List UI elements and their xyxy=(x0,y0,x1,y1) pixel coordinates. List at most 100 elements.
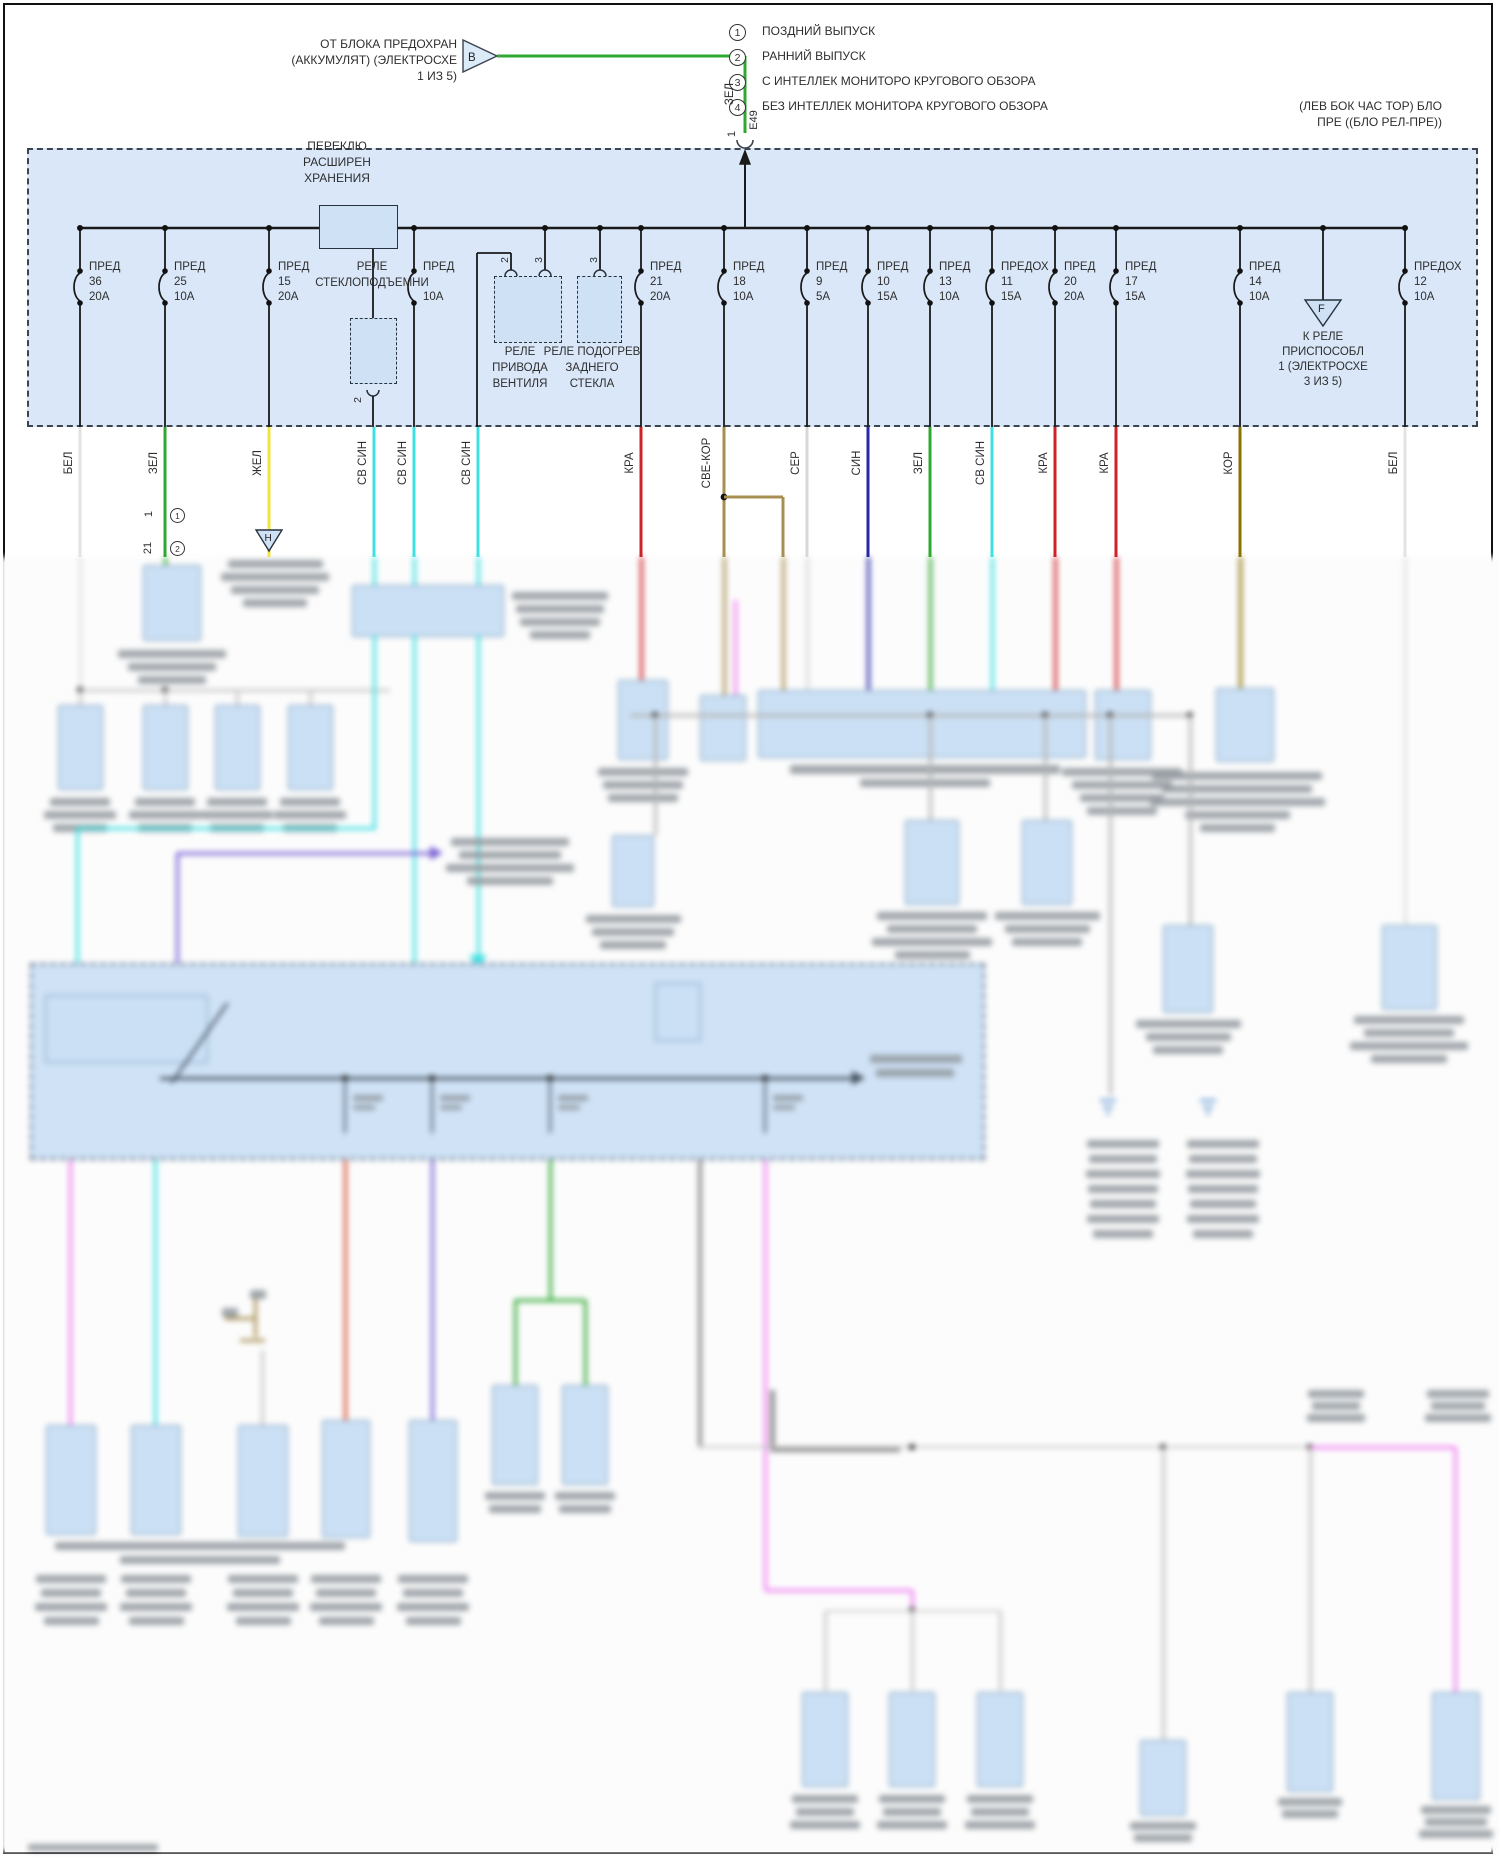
caption-text-bar xyxy=(489,1505,541,1513)
storage-switch-label: ХРАНЕНИЯ xyxy=(304,171,370,185)
caption-text-bar xyxy=(138,676,206,684)
connector-box xyxy=(1163,925,1213,1013)
wire-color-label: СЕР xyxy=(790,451,802,475)
fuse-name: ПРЕД xyxy=(1249,261,1281,273)
caption-text-bar xyxy=(440,1105,462,1110)
fuse-number: 36 xyxy=(89,276,102,288)
caption-text-bar xyxy=(310,1603,382,1611)
caption-text-bar xyxy=(1062,768,1182,776)
bus-tap-dot xyxy=(1402,225,1408,231)
caption-text-bar xyxy=(558,1095,588,1101)
caption-text-bar xyxy=(129,811,201,819)
wire-color-label: СВ СИН xyxy=(461,440,473,486)
fuse-amperage: 10А xyxy=(733,291,754,303)
caption-text-bar xyxy=(1087,1140,1159,1148)
connector-box xyxy=(58,705,103,790)
junction-dot xyxy=(547,1075,553,1081)
wire-color-label: КОР xyxy=(1223,451,1235,475)
relay-pin-number: 3 xyxy=(587,257,600,263)
caption-text-bar xyxy=(790,1821,860,1829)
caption-text-bar xyxy=(1190,1200,1256,1208)
connector-box xyxy=(322,1420,370,1538)
fuse-name: ПРЕД xyxy=(89,261,121,273)
fuse-terminal-dot xyxy=(927,268,933,274)
caption-text-bar xyxy=(870,1055,962,1063)
wire-segment xyxy=(253,1295,257,1337)
caption-text-bar xyxy=(233,1589,293,1597)
fuse-amperage: 10А xyxy=(939,291,960,303)
fuse-element xyxy=(717,272,725,302)
caption-text-bar xyxy=(555,1492,615,1500)
caption-text-bar xyxy=(1152,772,1322,780)
fuse-element xyxy=(800,272,808,302)
caption-text-bar xyxy=(1427,1390,1489,1398)
fuse-name: ПРЕД xyxy=(278,261,310,273)
wire-segment xyxy=(805,557,809,690)
wire-segment xyxy=(343,1078,347,1133)
caption-text-bar xyxy=(228,1575,298,1583)
caption-text-bar xyxy=(1187,1215,1259,1223)
caption-text-bar xyxy=(1145,1033,1231,1041)
connector-box xyxy=(612,835,654,907)
wire-segment xyxy=(733,600,737,695)
fuse-number: 10 xyxy=(877,276,890,288)
caption-text-bar xyxy=(397,1603,469,1611)
junction-dot xyxy=(909,1444,915,1450)
wire-segment xyxy=(1206,1111,1210,1115)
caption-text-bar xyxy=(405,1617,461,1625)
fuse-terminal-dot xyxy=(804,268,810,274)
caption-text-bar xyxy=(1088,1185,1158,1193)
fuse-amperage: 20А xyxy=(650,291,671,303)
fuse-amperage: 10А xyxy=(1414,291,1435,303)
right-arrow xyxy=(852,1071,865,1085)
caption-text-bar xyxy=(773,1095,803,1101)
caption-text-bar xyxy=(1350,1042,1468,1050)
source-note-line: ОТ БЛОКА ПРЕДОХРАН xyxy=(320,37,457,51)
legend-number: 3 xyxy=(729,74,746,91)
caption-text-bar xyxy=(221,573,329,581)
fuse-terminal-dot xyxy=(1113,300,1119,306)
wire-segment xyxy=(175,853,179,996)
fuse-terminal-dot xyxy=(638,300,644,306)
storage-switch-label: ПЕРЕКЛЮ xyxy=(307,139,367,153)
wire-color-label: СВЕ-КОР xyxy=(701,437,713,489)
wire-segment xyxy=(763,1078,767,1133)
caption-text-bar xyxy=(1371,1055,1447,1063)
caption-text-bar xyxy=(222,1308,238,1317)
caption-text-bar xyxy=(1162,785,1312,793)
window-relay-label: СТЕКЛОПОДЪЕМНИ xyxy=(315,277,429,289)
fuse-element xyxy=(634,272,642,302)
caption-text-bar xyxy=(1199,824,1275,832)
wire-segment xyxy=(1114,557,1118,690)
caption-text-bar xyxy=(1090,1200,1156,1208)
fuse-element xyxy=(985,272,993,302)
caption-text-bar xyxy=(36,1575,106,1583)
fuse-name: ПРЕД xyxy=(174,261,206,273)
fuse-amperage: 15А xyxy=(1001,291,1022,303)
fuse-name: ПРЕД xyxy=(1125,261,1157,273)
caption-text-bar xyxy=(440,1095,470,1101)
fuse-terminal-dot xyxy=(1052,300,1058,306)
caption-text-bar xyxy=(467,877,553,885)
fuse-terminal-dot xyxy=(638,268,644,274)
defogger-relay-caption: ЗАДНЕГО xyxy=(565,362,619,374)
connector-box xyxy=(131,1425,181,1535)
wire-segment xyxy=(412,557,416,585)
text-layer: ОТ БЛОКА ПРЕДОХРАН (АККУМУЛЯТ) (ЭЛЕКТРОСХ… xyxy=(0,0,1500,560)
legend-text: ПОЗДНИЙ ВЫПУСК xyxy=(762,24,876,38)
up-arrow xyxy=(738,149,752,165)
caption-text-bar xyxy=(603,781,683,789)
caption-text-bar xyxy=(790,765,1060,774)
bus-tap-dot xyxy=(638,225,644,231)
bus-tap-dot xyxy=(411,225,417,231)
wire-segment xyxy=(80,688,390,692)
connector-e49-symbol xyxy=(736,139,754,149)
fuse-element xyxy=(158,272,166,302)
fuse-name: ПРЕД xyxy=(650,261,682,273)
connector-box xyxy=(1287,1692,1333,1792)
fuse-terminal-dot xyxy=(411,300,417,306)
wire-segment xyxy=(1100,1098,1116,1102)
caption-text-bar xyxy=(877,1821,947,1829)
caption-text-bar xyxy=(120,1603,192,1611)
wire-segment xyxy=(928,715,932,820)
